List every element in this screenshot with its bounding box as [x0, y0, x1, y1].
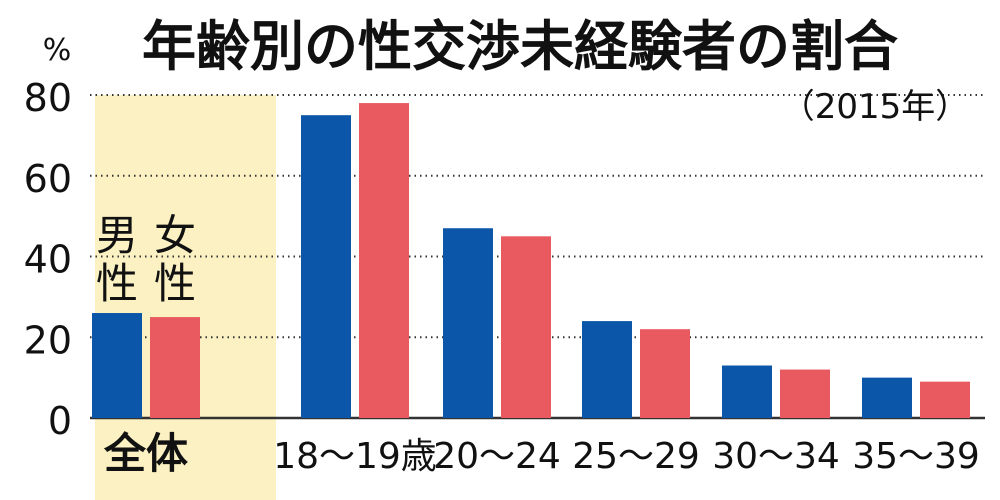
bar-male-3 [582, 321, 632, 418]
x-tick-label-1: 18～19歳 [273, 436, 437, 477]
x-tick-label-5: 35～39 [852, 436, 980, 477]
x-tick-label-4: 30～34 [712, 436, 840, 477]
y-axis-unit: % [43, 33, 72, 68]
chart-title: 年齢別の性交渉未経験者の割合 [142, 15, 898, 78]
chart-subtitle: （2015年） [781, 87, 970, 127]
bar-male-5 [862, 377, 912, 418]
y-tick-label-0: 0 [48, 399, 72, 443]
legend-female-char-1: 女 [154, 211, 196, 260]
bar-female-4 [780, 369, 830, 418]
x-tick-label-0: 全体 [103, 429, 188, 478]
y-tick-label-60: 60 [24, 157, 72, 201]
bar-male-0 [92, 313, 142, 418]
bar-male-2 [443, 228, 493, 418]
bar-female-3 [640, 329, 690, 418]
bar-female-2 [501, 236, 551, 418]
overall-highlight-panel [95, 95, 276, 500]
bar-female-5 [920, 381, 970, 418]
legend-female-char-2: 性 [154, 259, 196, 308]
bar-male-4 [722, 365, 772, 418]
y-tick-label-20: 20 [24, 318, 72, 362]
legend-male-char-1: 男 [96, 211, 138, 260]
legend-male-char-2: 性 [96, 259, 138, 308]
y-tick-label-40: 40 [24, 238, 72, 282]
y-tick-labels: 0 20 40 60 80 [24, 76, 72, 443]
y-tick-label-80: 80 [24, 76, 72, 120]
x-tick-label-3: 25～29 [572, 436, 700, 477]
bar-female-0 [150, 317, 200, 418]
x-tick-label-2: 20～24 [433, 436, 561, 477]
bar-female-1 [359, 103, 409, 418]
bar-male-1 [301, 115, 351, 418]
bars-layer [92, 103, 970, 418]
